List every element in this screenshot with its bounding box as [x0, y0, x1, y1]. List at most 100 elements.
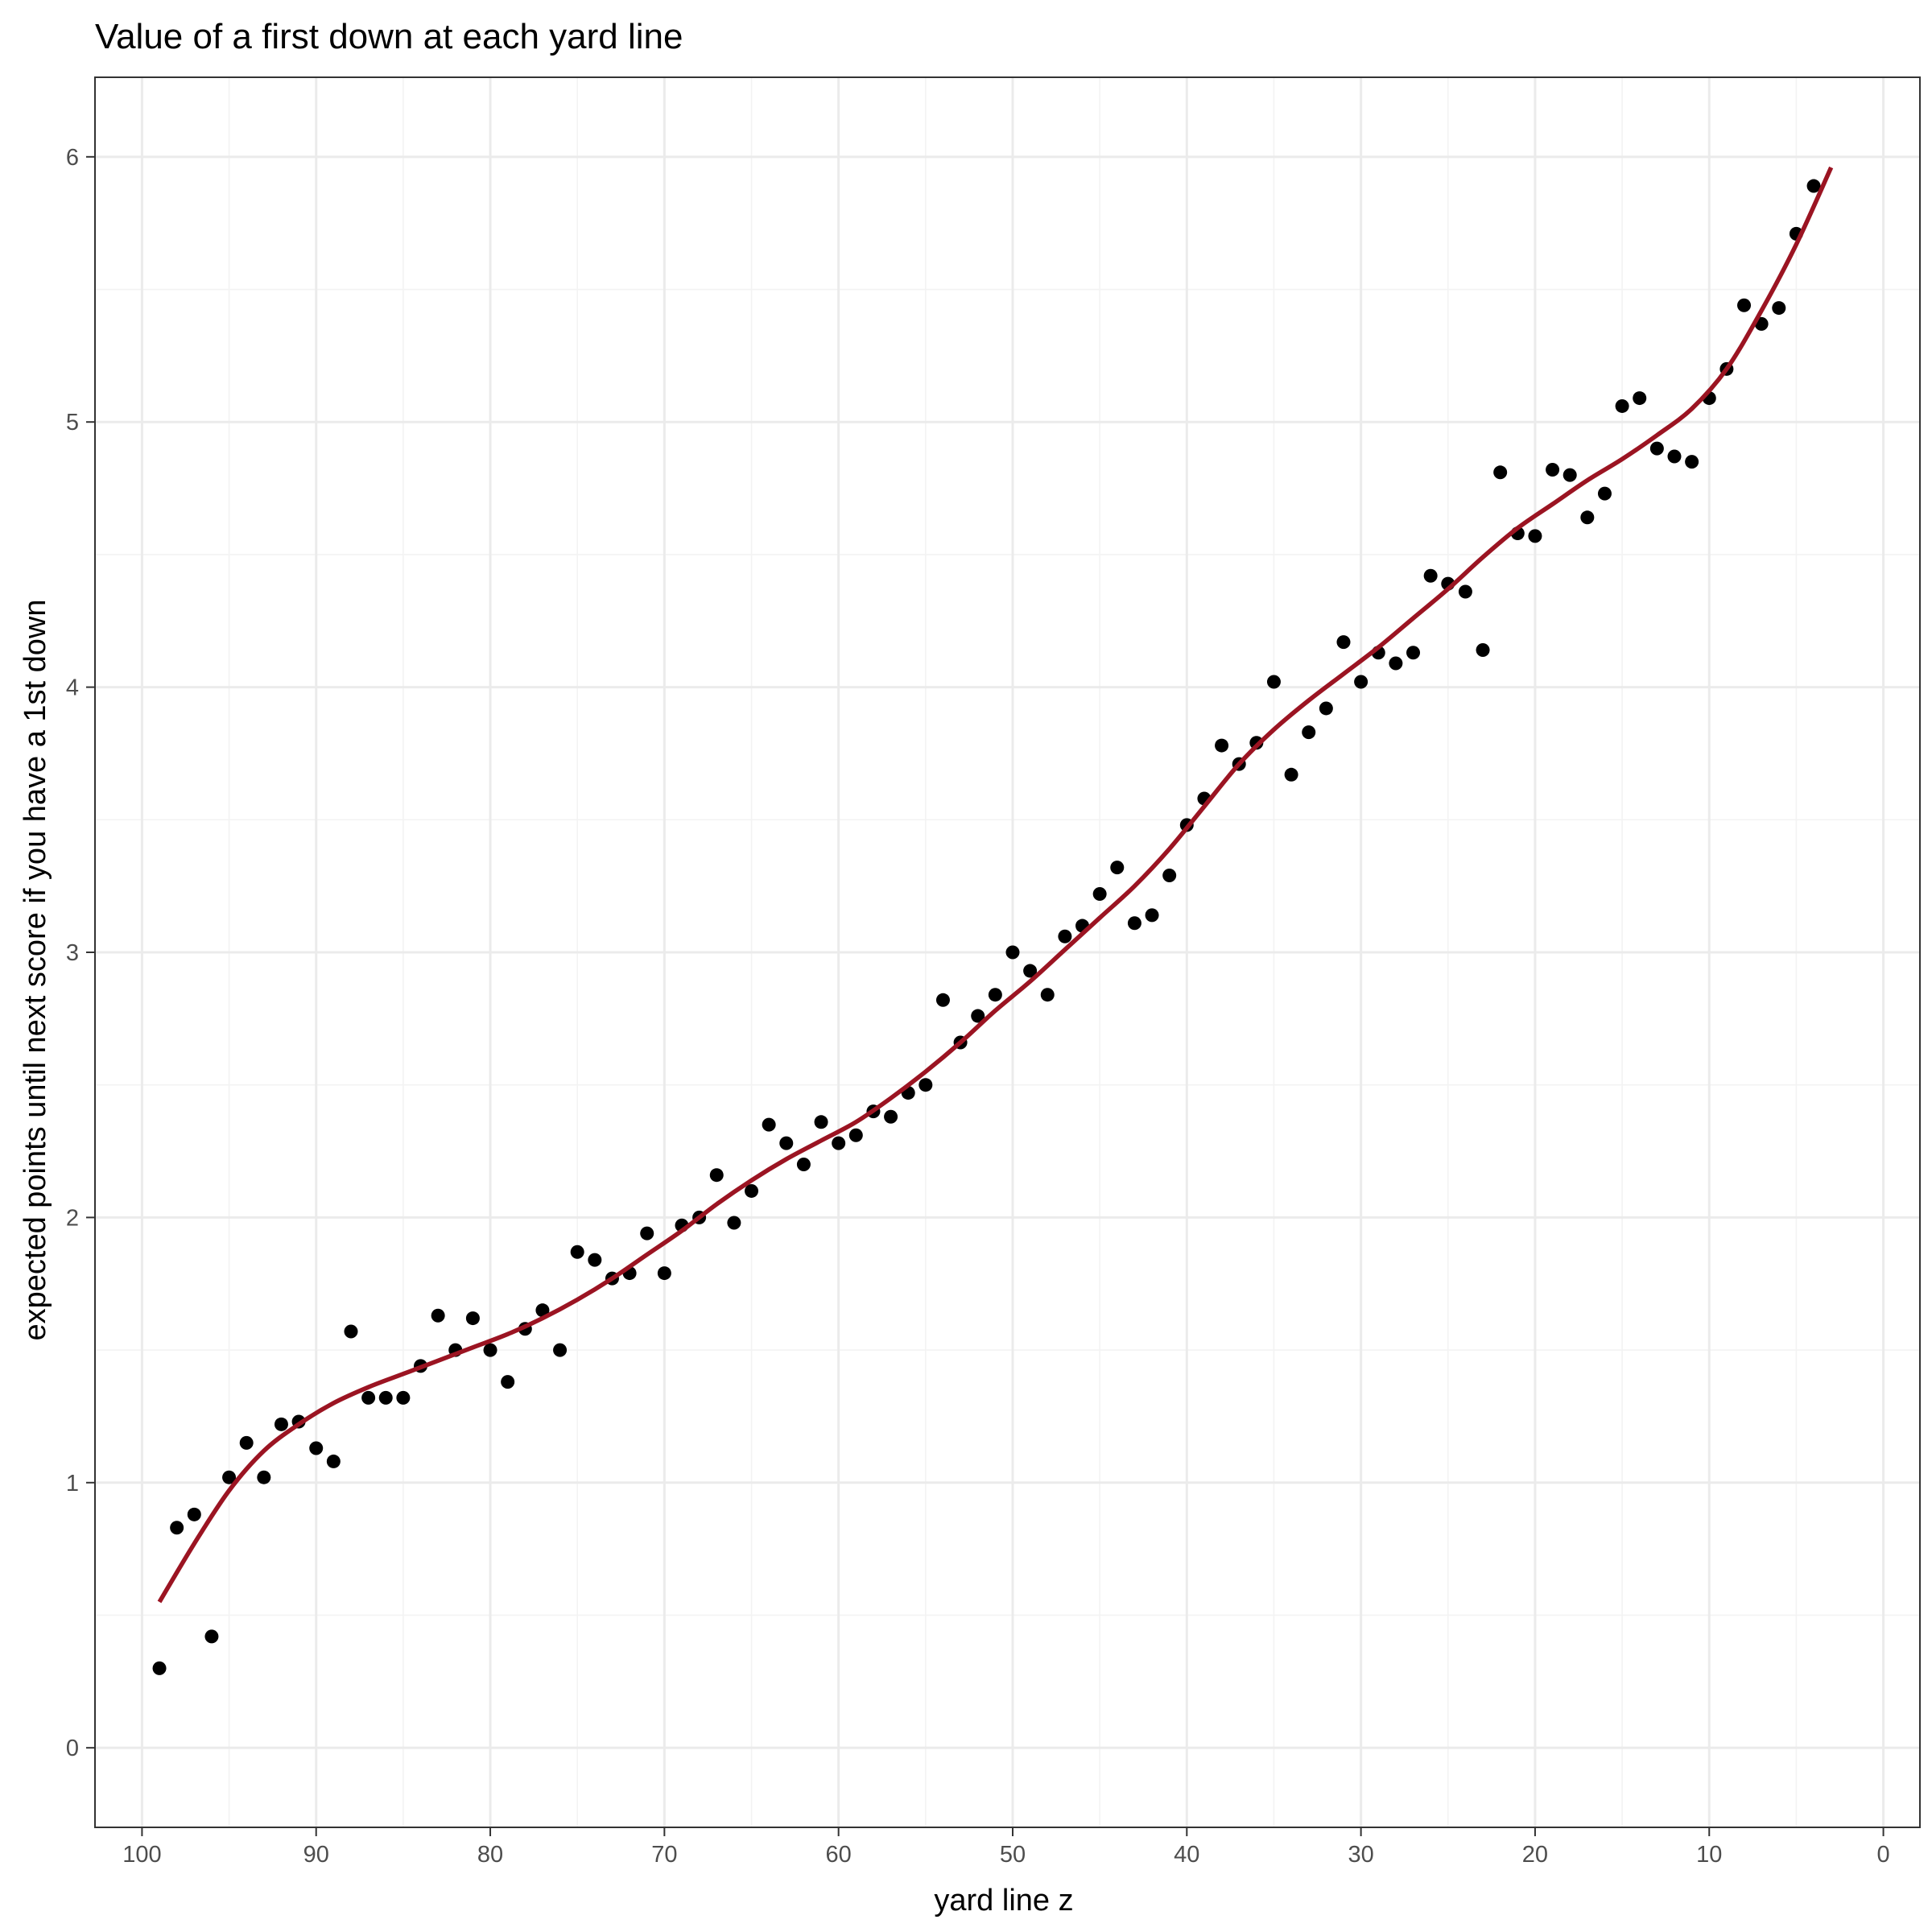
data-point [1058, 929, 1072, 943]
data-point [745, 1183, 759, 1198]
y-tick-label: 2 [66, 1205, 79, 1231]
data-point [779, 1136, 794, 1150]
x-tick-label: 40 [1174, 1842, 1199, 1868]
y-axis-title: expected points until next score if you … [19, 600, 52, 1341]
data-point [657, 1266, 671, 1281]
chart-title: Value of a first down at each yard line [95, 17, 683, 56]
data-point [1249, 736, 1264, 750]
y-tick-label: 5 [66, 410, 79, 436]
data-point [1528, 529, 1542, 543]
data-point [1266, 675, 1281, 689]
x-tick-label: 30 [1348, 1842, 1373, 1868]
data-point [709, 1168, 724, 1183]
data-point [848, 1128, 863, 1142]
y-axis: 0 1 2 3 4 5 6 [66, 145, 95, 1761]
data-point [483, 1343, 497, 1357]
y-tick-label: 0 [66, 1736, 79, 1761]
data-point [222, 1470, 237, 1484]
x-tick-label: 80 [477, 1842, 503, 1868]
data-point [1580, 510, 1595, 525]
data-point [1215, 738, 1229, 753]
data-point [1633, 391, 1647, 406]
data-point [396, 1390, 411, 1405]
data-point [1772, 301, 1786, 316]
x-tick-label: 70 [651, 1842, 677, 1868]
data-point [309, 1441, 324, 1455]
x-tick-label: 20 [1522, 1842, 1548, 1868]
data-point [832, 1136, 846, 1150]
data-point [170, 1521, 184, 1535]
data-point [535, 1303, 550, 1318]
plot-panel [94, 76, 1921, 1828]
data-point [187, 1507, 201, 1521]
data-point [1649, 441, 1664, 456]
data-point [796, 1158, 811, 1172]
x-tick-label: 10 [1696, 1842, 1722, 1868]
x-tick-label: 90 [303, 1842, 329, 1868]
data-point [1354, 675, 1368, 689]
data-point [727, 1216, 741, 1230]
data-point [640, 1226, 654, 1241]
y-tick-label: 3 [66, 940, 79, 966]
x-axis: 100 90 80 70 60 50 40 30 20 10 0 [122, 1827, 1890, 1868]
data-point [1284, 767, 1298, 782]
major-gridlines [95, 77, 1920, 1827]
data-point [1423, 568, 1438, 583]
data-point [919, 1078, 933, 1092]
data-point [988, 988, 1002, 1002]
y-tick-label: 4 [66, 675, 79, 701]
data-point [1162, 868, 1177, 882]
data-point [501, 1375, 515, 1389]
data-point [465, 1311, 480, 1326]
data-point [1389, 656, 1403, 671]
data-point [588, 1253, 602, 1267]
data-point [1145, 908, 1159, 923]
data-point [570, 1245, 584, 1259]
data-point [152, 1661, 167, 1675]
data-point [814, 1115, 828, 1129]
data-point [378, 1390, 393, 1405]
data-point [1546, 463, 1560, 477]
data-point [1336, 635, 1351, 650]
data-point [1005, 945, 1020, 960]
y-tick-label: 1 [66, 1471, 79, 1496]
data-point [431, 1308, 445, 1323]
data-point [935, 993, 950, 1007]
data-point [257, 1470, 271, 1484]
data-point [1493, 465, 1508, 480]
data-point [1667, 449, 1682, 464]
data-point [1127, 916, 1141, 931]
data-point [1737, 298, 1752, 312]
data-point [1615, 398, 1629, 413]
data-point [239, 1435, 254, 1450]
x-tick-label: 60 [826, 1842, 852, 1868]
x-tick-label: 100 [122, 1842, 161, 1868]
x-axis-title: yard line z [934, 1884, 1073, 1918]
data-point [762, 1117, 776, 1132]
data-point [274, 1417, 288, 1431]
data-point [1023, 964, 1038, 978]
data-point [326, 1454, 341, 1468]
data-point [971, 1009, 985, 1023]
data-point [344, 1324, 358, 1339]
x-tick-label: 50 [1000, 1842, 1026, 1868]
data-point [204, 1629, 219, 1644]
data-point [553, 1343, 568, 1357]
data-point [1040, 988, 1055, 1002]
data-point [1319, 701, 1333, 716]
data-point [1110, 861, 1125, 875]
x-tick-label: 0 [1877, 1842, 1890, 1868]
data-point [1302, 725, 1316, 740]
data-point [1563, 468, 1577, 482]
data-point [1685, 455, 1699, 469]
y-tick-label: 6 [66, 145, 79, 171]
data-point [361, 1390, 376, 1405]
smooth-trend-line [157, 166, 1834, 1604]
data-point [1476, 642, 1490, 657]
data-point [1458, 584, 1472, 599]
data-point [1092, 887, 1107, 902]
data-point [884, 1109, 898, 1124]
data-point [1406, 646, 1421, 660]
data-points [152, 179, 1821, 1675]
